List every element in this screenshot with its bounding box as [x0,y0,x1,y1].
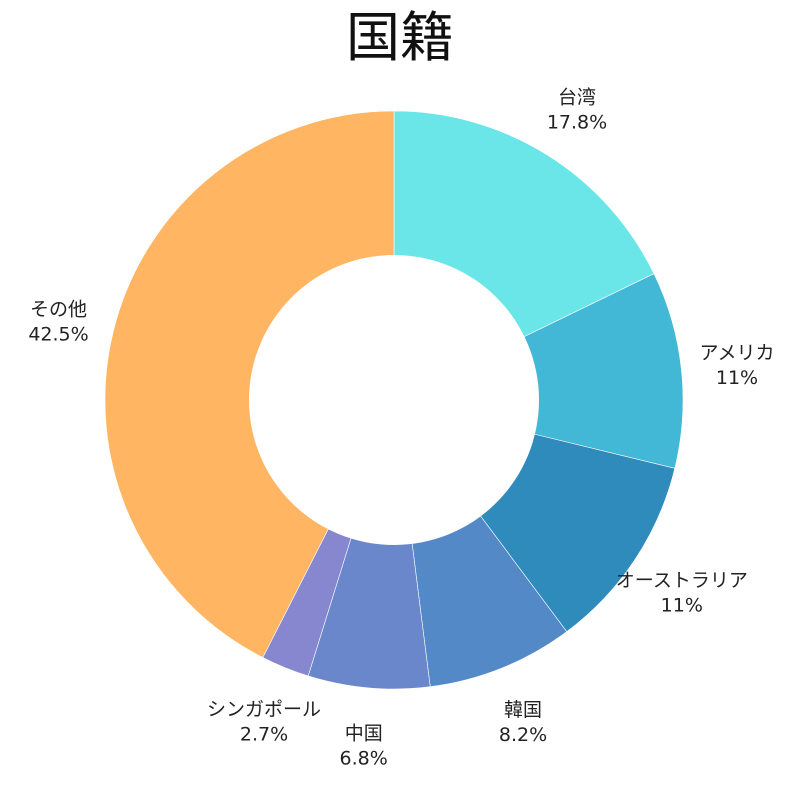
slice-label-3: 韓国 8.2% [499,699,547,746]
slice-1 [393,273,684,469]
slice-label-5: シンガポール 2.7% [207,699,321,746]
slice-label-name: その他 [30,299,87,321]
donut-hole [249,255,539,545]
slice-label-percent: 6.8% [340,748,388,770]
slice-label-2: オーストラリア 11% [616,569,748,616]
slice-label-0: 台湾 17.8% [547,87,607,134]
slice-label-4: 中国 6.8% [340,723,388,770]
slice-label-1: アメリカ 11% [699,342,774,389]
slice-label-percent: 8.2% [499,724,547,746]
slice-label-name: オーストラリア [616,569,748,591]
slice-label-percent: 2.7% [240,724,288,746]
slice-label-percent: 17.8% [547,112,607,134]
slice-label-name: 台湾 [558,87,596,109]
slice-label-name: 中国 [345,723,383,745]
slice-label-percent: 11% [716,367,758,389]
chart-title: 国籍 [346,6,454,69]
slice-label-percent: 42.5% [28,324,88,346]
slice-label-name: アメリカ [699,342,774,364]
slice-label-percent: 11% [661,594,703,616]
labels-group: 台湾 17.8% アメリカ 11% オーストラリア 11% 韓国 8.2% 中国 6.8% シンガポ… [28,87,774,770]
slice-label-name: シンガポール [207,699,321,721]
slice-label-6: その他 42.5% [28,299,88,346]
slice-label-name: 韓国 [504,699,542,721]
